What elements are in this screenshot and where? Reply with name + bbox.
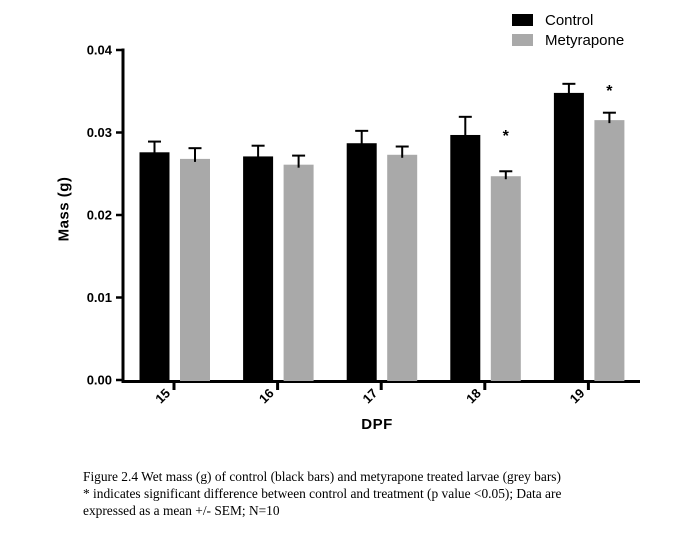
x-tick-label: 16: [256, 386, 277, 407]
significance-asterisk-19: *: [606, 83, 613, 100]
bar-metyrapone-18: [490, 176, 521, 381]
legend-item-control: Control: [512, 10, 624, 30]
caption-line-1: Figure 2.4 Wet mass (g) of control (blac…: [83, 469, 561, 484]
legend-swatch-metyrapone: [512, 34, 533, 46]
bar-control-17: [346, 143, 377, 381]
caption-line-2: * indicates significant difference betwe…: [83, 486, 562, 502]
bar-metyrapone-16: [283, 164, 314, 381]
x-tick-label: 17: [359, 386, 380, 407]
bar-control-19: [553, 92, 584, 382]
legend-label-control: Control: [545, 11, 594, 29]
bar-control-16: [243, 156, 274, 381]
legend-label-metyrapone: Metyrapone: [545, 31, 625, 49]
x-tick-label: 19: [567, 386, 588, 407]
y-axis-title: Mass (g): [55, 176, 73, 242]
bar-control-15: [139, 152, 170, 381]
y-tick-label: 0.04: [87, 43, 113, 58]
legend: Control Metyrapone: [512, 10, 624, 50]
bar-chart-canvas: 0.00 0.01 0.02 0.03 0.04 15 16 17 18 19 * *: [87, 43, 640, 407]
legend-swatch-control: [512, 14, 533, 26]
y-tick-label: 0.01: [87, 290, 112, 305]
figure-caption: Figure 2.4 Wet mass (g) of control (blac…: [83, 468, 561, 520]
y-tick-label: 0.00: [87, 373, 112, 388]
significance-asterisk-18: *: [503, 128, 510, 145]
caption-line-3: expressed as a mean +/- SEM; N=10: [83, 503, 280, 519]
bar-metyrapone-17: [387, 154, 418, 381]
x-tick-label: 15: [152, 386, 173, 407]
y-tick-label: 0.02: [87, 208, 112, 223]
bar-control-18: [450, 134, 481, 381]
y-tick-label: 0.03: [87, 125, 112, 140]
x-axis-title: DPF: [361, 416, 393, 433]
x-tick-label: 18: [463, 386, 484, 407]
legend-item-metyrapone: Metyrapone: [512, 30, 624, 50]
bar-metyrapone-19: [594, 120, 625, 381]
bar-metyrapone-15: [180, 158, 210, 381]
